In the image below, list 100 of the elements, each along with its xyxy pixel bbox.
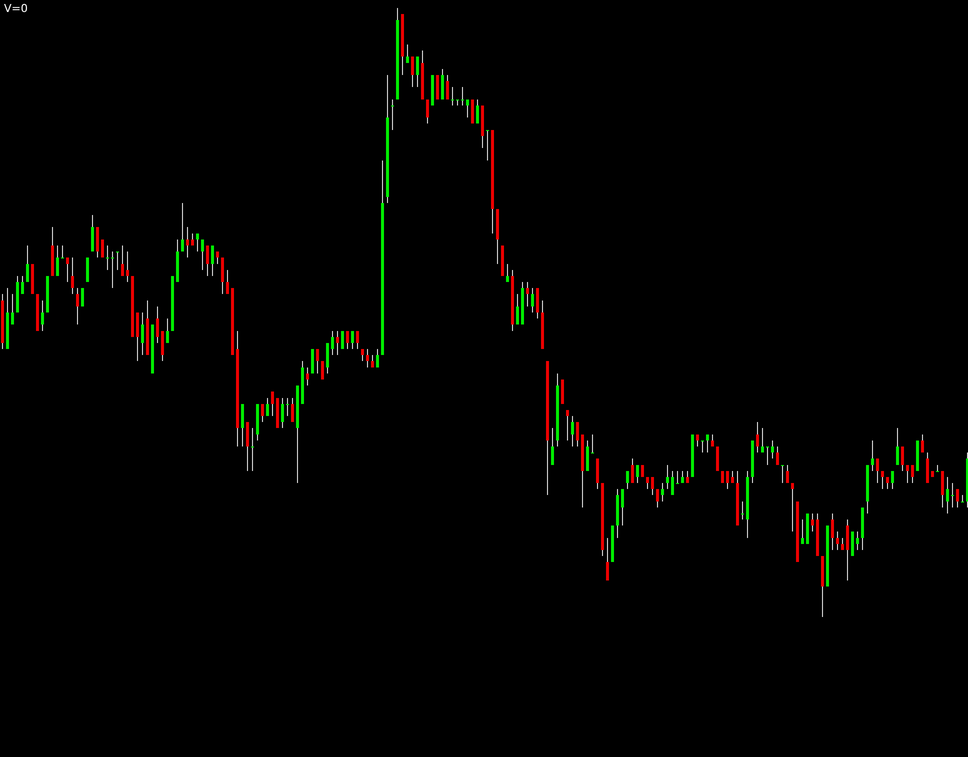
candlestick <box>106 245 109 270</box>
candlestick <box>56 245 59 276</box>
candlestick <box>766 446 769 466</box>
candlestick <box>391 98 394 130</box>
candlestick <box>881 470 884 490</box>
candlestick <box>26 245 29 283</box>
candlestick <box>666 464 669 490</box>
candlestick <box>651 476 654 496</box>
candlestick <box>61 245 64 259</box>
candlestick <box>656 488 659 508</box>
candlestick <box>141 312 144 356</box>
candlestick <box>621 488 624 526</box>
candlestick <box>786 464 789 484</box>
candlestick <box>896 428 899 466</box>
candlestick <box>211 245 214 276</box>
candlestick <box>196 232 199 252</box>
candlestick <box>426 98 429 124</box>
candlestick <box>811 512 814 532</box>
candlestick <box>126 251 129 283</box>
candlestick <box>906 464 909 484</box>
candlestick <box>566 409 569 441</box>
candlestick <box>626 470 629 490</box>
candlestick <box>831 512 834 551</box>
candlestick <box>451 86 454 106</box>
candlestick <box>646 476 649 490</box>
candlestick <box>836 531 839 551</box>
candlestick <box>181 202 184 252</box>
candlestick <box>661 482 664 502</box>
candlestick <box>506 263 509 283</box>
candlestick <box>406 44 409 64</box>
candlestick <box>306 366 309 386</box>
candlestick <box>701 440 704 454</box>
candlestick <box>166 318 169 344</box>
candlestick <box>251 428 254 472</box>
candlestick <box>71 257 74 295</box>
candlestick <box>891 470 894 490</box>
candlestick <box>771 440 774 460</box>
candlestick <box>781 464 784 484</box>
candlestick <box>336 330 339 356</box>
candlestick <box>676 470 679 484</box>
candlestick <box>726 470 729 490</box>
candlestick <box>946 476 949 514</box>
candlestick <box>286 397 289 417</box>
candlestick <box>576 422 579 447</box>
candlestick <box>111 251 114 289</box>
candlestick <box>156 306 159 344</box>
candlestick <box>526 282 529 307</box>
candlestick <box>271 391 274 417</box>
candlestick <box>936 464 939 472</box>
candlestick <box>951 482 954 508</box>
candlestick <box>871 440 874 472</box>
candlestick <box>776 446 779 466</box>
candlestick <box>291 397 294 423</box>
candlestick <box>531 288 534 313</box>
candlestick <box>681 470 684 484</box>
candlestick <box>756 422 759 454</box>
candlestick <box>466 98 469 118</box>
candlestick <box>591 434 594 454</box>
candlestick <box>346 330 349 350</box>
candlestick <box>331 330 334 356</box>
candlestick <box>956 488 959 508</box>
candlestick <box>366 348 369 368</box>
candlestick <box>631 458 634 484</box>
candlestick <box>741 500 744 520</box>
candlestick <box>261 403 264 423</box>
candlestick <box>856 531 859 551</box>
candlestick <box>356 330 359 350</box>
candlestick <box>901 446 904 472</box>
candlestick <box>446 74 449 100</box>
candlestick <box>411 56 414 88</box>
candlestick <box>706 434 709 454</box>
candlestick <box>571 416 574 447</box>
candlestick <box>266 397 269 417</box>
candlestick <box>801 519 804 544</box>
candlestick <box>886 476 889 490</box>
candlestick <box>551 428 554 466</box>
candlestick <box>76 288 79 326</box>
candlestick <box>516 294 519 326</box>
candlestick <box>116 251 119 270</box>
candlestick <box>186 226 189 258</box>
candlestick <box>461 86 464 106</box>
candlestick <box>791 482 794 532</box>
candlestick <box>921 434 924 454</box>
candlestick <box>201 238 204 270</box>
candlestick <box>206 245 209 276</box>
candlestick <box>21 275 24 295</box>
candlestick <box>686 470 689 484</box>
candlestick <box>66 257 69 283</box>
candlestick <box>636 464 639 484</box>
candlestick <box>121 245 124 276</box>
candlestick <box>416 56 419 88</box>
candlestick <box>671 470 674 496</box>
candlestick <box>351 330 354 350</box>
candlestick <box>761 428 764 454</box>
candlestick <box>41 300 44 332</box>
candlestick <box>191 232 194 246</box>
candlestick <box>216 251 219 264</box>
candlestick <box>876 458 879 484</box>
candlestick <box>81 288 84 306</box>
candlestick <box>711 434 714 447</box>
